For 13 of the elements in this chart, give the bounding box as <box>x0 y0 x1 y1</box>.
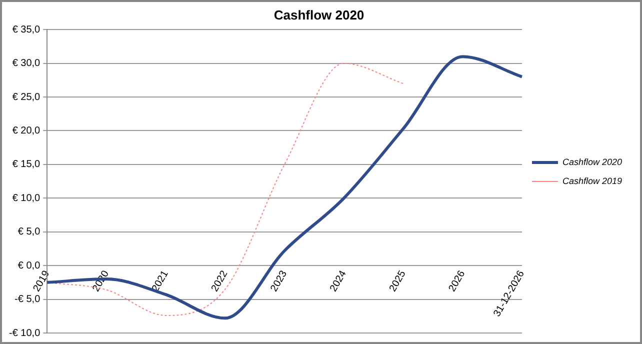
y-tick-label: € 35,0 <box>12 24 41 36</box>
chart-title: Cashflow 2020 <box>274 7 364 22</box>
y-tick-label: -€ 10,0 <box>8 328 41 339</box>
y-tick-label: € 30,0 <box>12 58 41 70</box>
y-tick-label: € 0,0 <box>18 260 41 272</box>
legend-label: Cashflow 2019 <box>562 176 622 186</box>
y-tick-label: € 25,0 <box>12 92 41 103</box>
y-tick-label: € 5,0 <box>18 226 41 238</box>
legend-label: Cashflow 2020 <box>562 157 622 167</box>
y-tick-label: € 20,0 <box>12 125 41 136</box>
y-tick-label: € 15,0 <box>12 159 41 170</box>
y-tick-label: -€ 5,0 <box>14 294 41 306</box>
y-tick-label: € 10,0 <box>12 192 41 204</box>
